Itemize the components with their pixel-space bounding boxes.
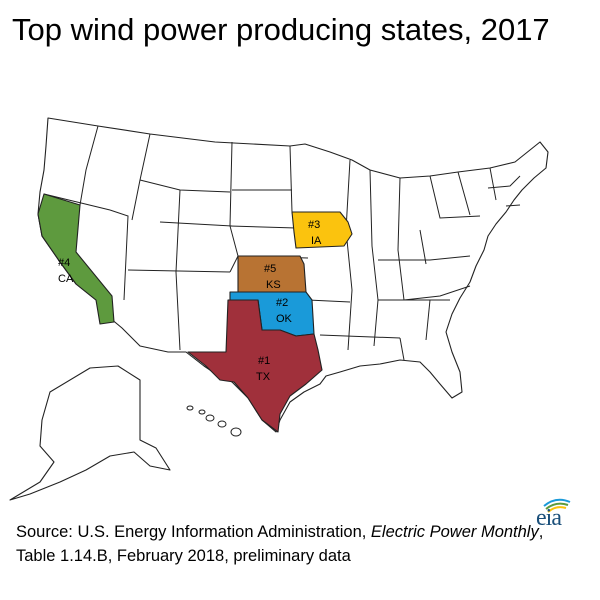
source-note: Source: U.S. Energy Information Administ… <box>16 520 561 568</box>
rank-label-ia: #3 <box>308 219 320 231</box>
abbr-label-ks: KS <box>266 279 281 291</box>
state-kansas[interactable] <box>237 255 307 293</box>
abbr-label-ok: OK <box>276 313 293 325</box>
rank-label-tx: #1 <box>258 355 270 367</box>
rank-label-ca: #4 <box>58 257 70 269</box>
source-prefix: Source: U.S. Energy Information Administ… <box>16 523 371 541</box>
us-map: #1 TX #2 OK #3 IA #4 CA #5 KS <box>9 117 549 501</box>
state-texas[interactable] <box>187 299 323 433</box>
state-borders <box>43 125 521 361</box>
source-publication: Electric Power Monthly <box>370 523 539 541</box>
abbr-label-ca: CA <box>58 273 74 285</box>
state-alaska[interactable] <box>9 365 171 501</box>
abbr-label-ia: IA <box>311 235 322 247</box>
rank-labels: #1 TX #2 OK #3 IA #4 CA #5 KS <box>58 219 322 383</box>
source-suffix: , Table 1.14.B, February 2018, prelimina… <box>16 523 544 565</box>
rank-label-ks: #5 <box>264 263 276 275</box>
eia-logo-icon <box>543 498 571 513</box>
state-iowa[interactable] <box>291 211 353 249</box>
rank-label-ok: #2 <box>276 297 288 309</box>
state-hawaii[interactable] <box>186 405 242 437</box>
eia-logo-text: eia <box>536 505 562 531</box>
abbr-label-tx: TX <box>256 371 271 383</box>
state-california[interactable] <box>37 193 115 325</box>
map-title: Top wind power producing states, 2017 <box>12 12 550 47</box>
